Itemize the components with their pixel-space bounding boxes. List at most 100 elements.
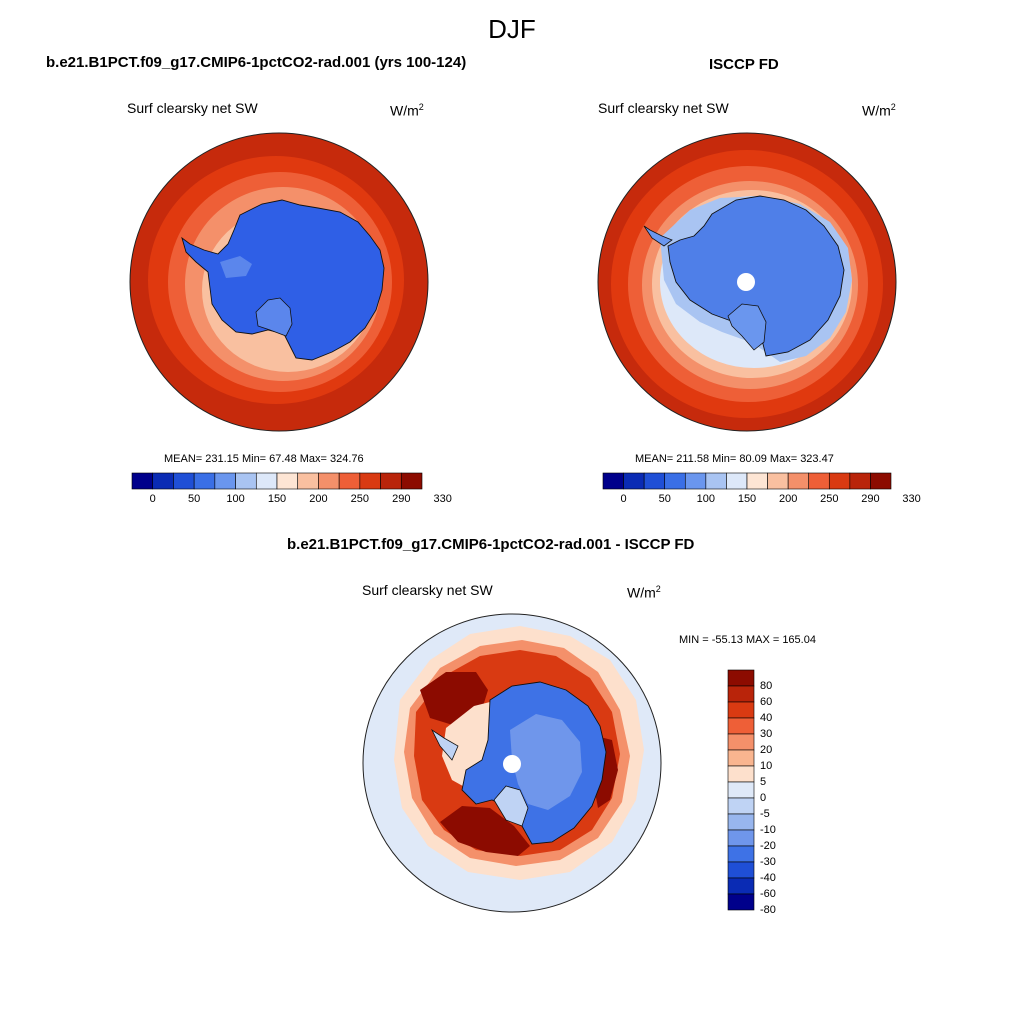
colorbar-tick-label: 290 — [861, 493, 880, 505]
colorbar-box — [727, 749, 755, 767]
colorbar-box — [787, 472, 810, 490]
colorbar-tick-label: 150 — [267, 493, 287, 505]
panel3-stats: MIN = -55.13 MAX = 165.04 — [679, 634, 816, 646]
colorbar-box — [727, 877, 755, 895]
colorbar-box — [727, 845, 755, 863]
panel2-variable-label: Surf clearsky net SW — [598, 100, 729, 116]
colorbar-tick-label: 20 — [760, 744, 773, 756]
panel2-ross-shelf — [727, 303, 767, 351]
colorbar-tick-label: 5 — [760, 776, 767, 788]
colorbar-tick-label: -40 — [760, 872, 776, 884]
colorbar-tick-label: 330 — [902, 493, 921, 505]
colorbar-box — [623, 472, 645, 490]
colorbar-tick-label: 200 — [309, 493, 328, 505]
colorbar-tick-label: 100 — [696, 493, 716, 505]
colorbar-box — [152, 472, 174, 490]
panel3-map — [363, 614, 661, 912]
colorbar-tick-label: -30 — [760, 856, 776, 868]
panel2-stats: MEAN= 211.58 Min= 80.09 Max= 323.47 — [635, 453, 834, 465]
colorbar-box — [727, 669, 755, 687]
colorbar-box — [727, 829, 755, 847]
panel1-ronne-shelf — [220, 256, 252, 278]
colorbar-box — [318, 472, 340, 490]
colorbar-box — [726, 472, 748, 490]
panel1-stats: MEAN= 231.15 Min= 67.48 Max= 324.76 — [164, 453, 364, 465]
colorbar-box — [705, 472, 727, 490]
colorbar-box — [664, 472, 686, 490]
colorbar-box — [380, 472, 402, 490]
colorbar-tick-label: 290 — [392, 493, 411, 505]
colorbar-tick-label: 150 — [737, 493, 757, 505]
colorbar-tick-label: 200 — [778, 493, 798, 505]
panel3-units: W/m2 — [627, 584, 661, 601]
colorbar-box — [643, 472, 666, 490]
colorbar-tick-label: -10 — [760, 824, 776, 836]
panel3-variable-label: Surf clearsky net SW — [362, 582, 493, 598]
panel2-peninsula — [643, 225, 673, 247]
panel2-antarctica — [667, 195, 845, 357]
panel3-ross-shelf — [493, 785, 529, 827]
panel1-colorbar — [131, 472, 423, 490]
colorbar-tick-label: 30 — [760, 728, 773, 740]
panel1-title: b.e21.B1PCT.f09_g17.CMIP6-1pctCO2-rad.00… — [46, 54, 467, 71]
colorbar-tick-label: 0 — [620, 493, 627, 505]
colorbar-box — [849, 472, 871, 490]
colorbar-tick-label: 50 — [658, 493, 671, 505]
colorbar-box — [276, 472, 299, 490]
colorbar-tick-label: -60 — [760, 888, 776, 900]
colorbar-box — [727, 733, 755, 751]
panel2-map — [598, 133, 896, 431]
panel3-pole-hole — [503, 755, 521, 773]
colorbar-box — [255, 472, 278, 490]
colorbar-box — [727, 893, 755, 911]
colorbar-tick-label: 250 — [350, 493, 370, 505]
colorbar-tick-label: -20 — [760, 840, 776, 852]
colorbar-box — [727, 765, 755, 783]
colorbar-tick-label: 0 — [149, 493, 156, 505]
panel1-map — [130, 133, 428, 431]
colorbar-box — [870, 472, 892, 490]
colorbar-box — [727, 797, 755, 815]
colorbar-box — [173, 472, 195, 490]
colorbar-box — [808, 472, 830, 490]
colorbar-box — [684, 472, 707, 490]
colorbar-box — [828, 472, 851, 490]
colorbar-box — [193, 472, 216, 490]
panel3-map-border — [362, 613, 662, 913]
colorbar-box — [727, 861, 755, 879]
colorbar-box — [727, 701, 755, 719]
colorbar-tick-label: -80 — [760, 904, 776, 916]
panel1-map-border — [129, 132, 429, 432]
colorbar-box — [131, 472, 154, 490]
colorbar-tick-label: 0 — [760, 792, 767, 804]
panel1-antarctica — [181, 199, 385, 361]
panel2-map-border — [597, 132, 897, 432]
colorbar-box — [400, 472, 423, 490]
colorbar-box — [727, 717, 755, 735]
colorbar-box — [746, 472, 768, 490]
colorbar-box — [727, 685, 755, 703]
colorbar-tick-label: -5 — [760, 808, 770, 820]
panel2-title: ISCCP FD — [709, 56, 779, 73]
colorbar-box — [297, 472, 319, 490]
panel2-pole-hole — [737, 273, 755, 291]
colorbar-box — [359, 472, 381, 490]
colorbar-tick-label: 100 — [226, 493, 245, 505]
panel3-antarctica-interior — [510, 714, 582, 810]
colorbar-box — [235, 472, 257, 490]
colorbar-tick-label: 80 — [760, 680, 773, 692]
colorbar-box — [767, 472, 789, 490]
panel3-peninsula — [430, 728, 459, 761]
colorbar-box — [727, 781, 755, 799]
panel1-units: W/m2 — [390, 102, 424, 119]
colorbar-box — [214, 472, 236, 490]
colorbar-box — [602, 472, 624, 490]
colorbar-tick-label: 10 — [760, 760, 773, 772]
figure-title: DJF — [488, 14, 536, 44]
panel2-units: W/m2 — [862, 102, 896, 119]
panel3-colorbar — [727, 669, 755, 911]
panel2-colorbar — [602, 472, 892, 490]
panel3-title: b.e21.B1PCT.f09_g17.CMIP6-1pctCO2-rad.00… — [287, 536, 695, 553]
colorbar-box — [727, 813, 755, 831]
